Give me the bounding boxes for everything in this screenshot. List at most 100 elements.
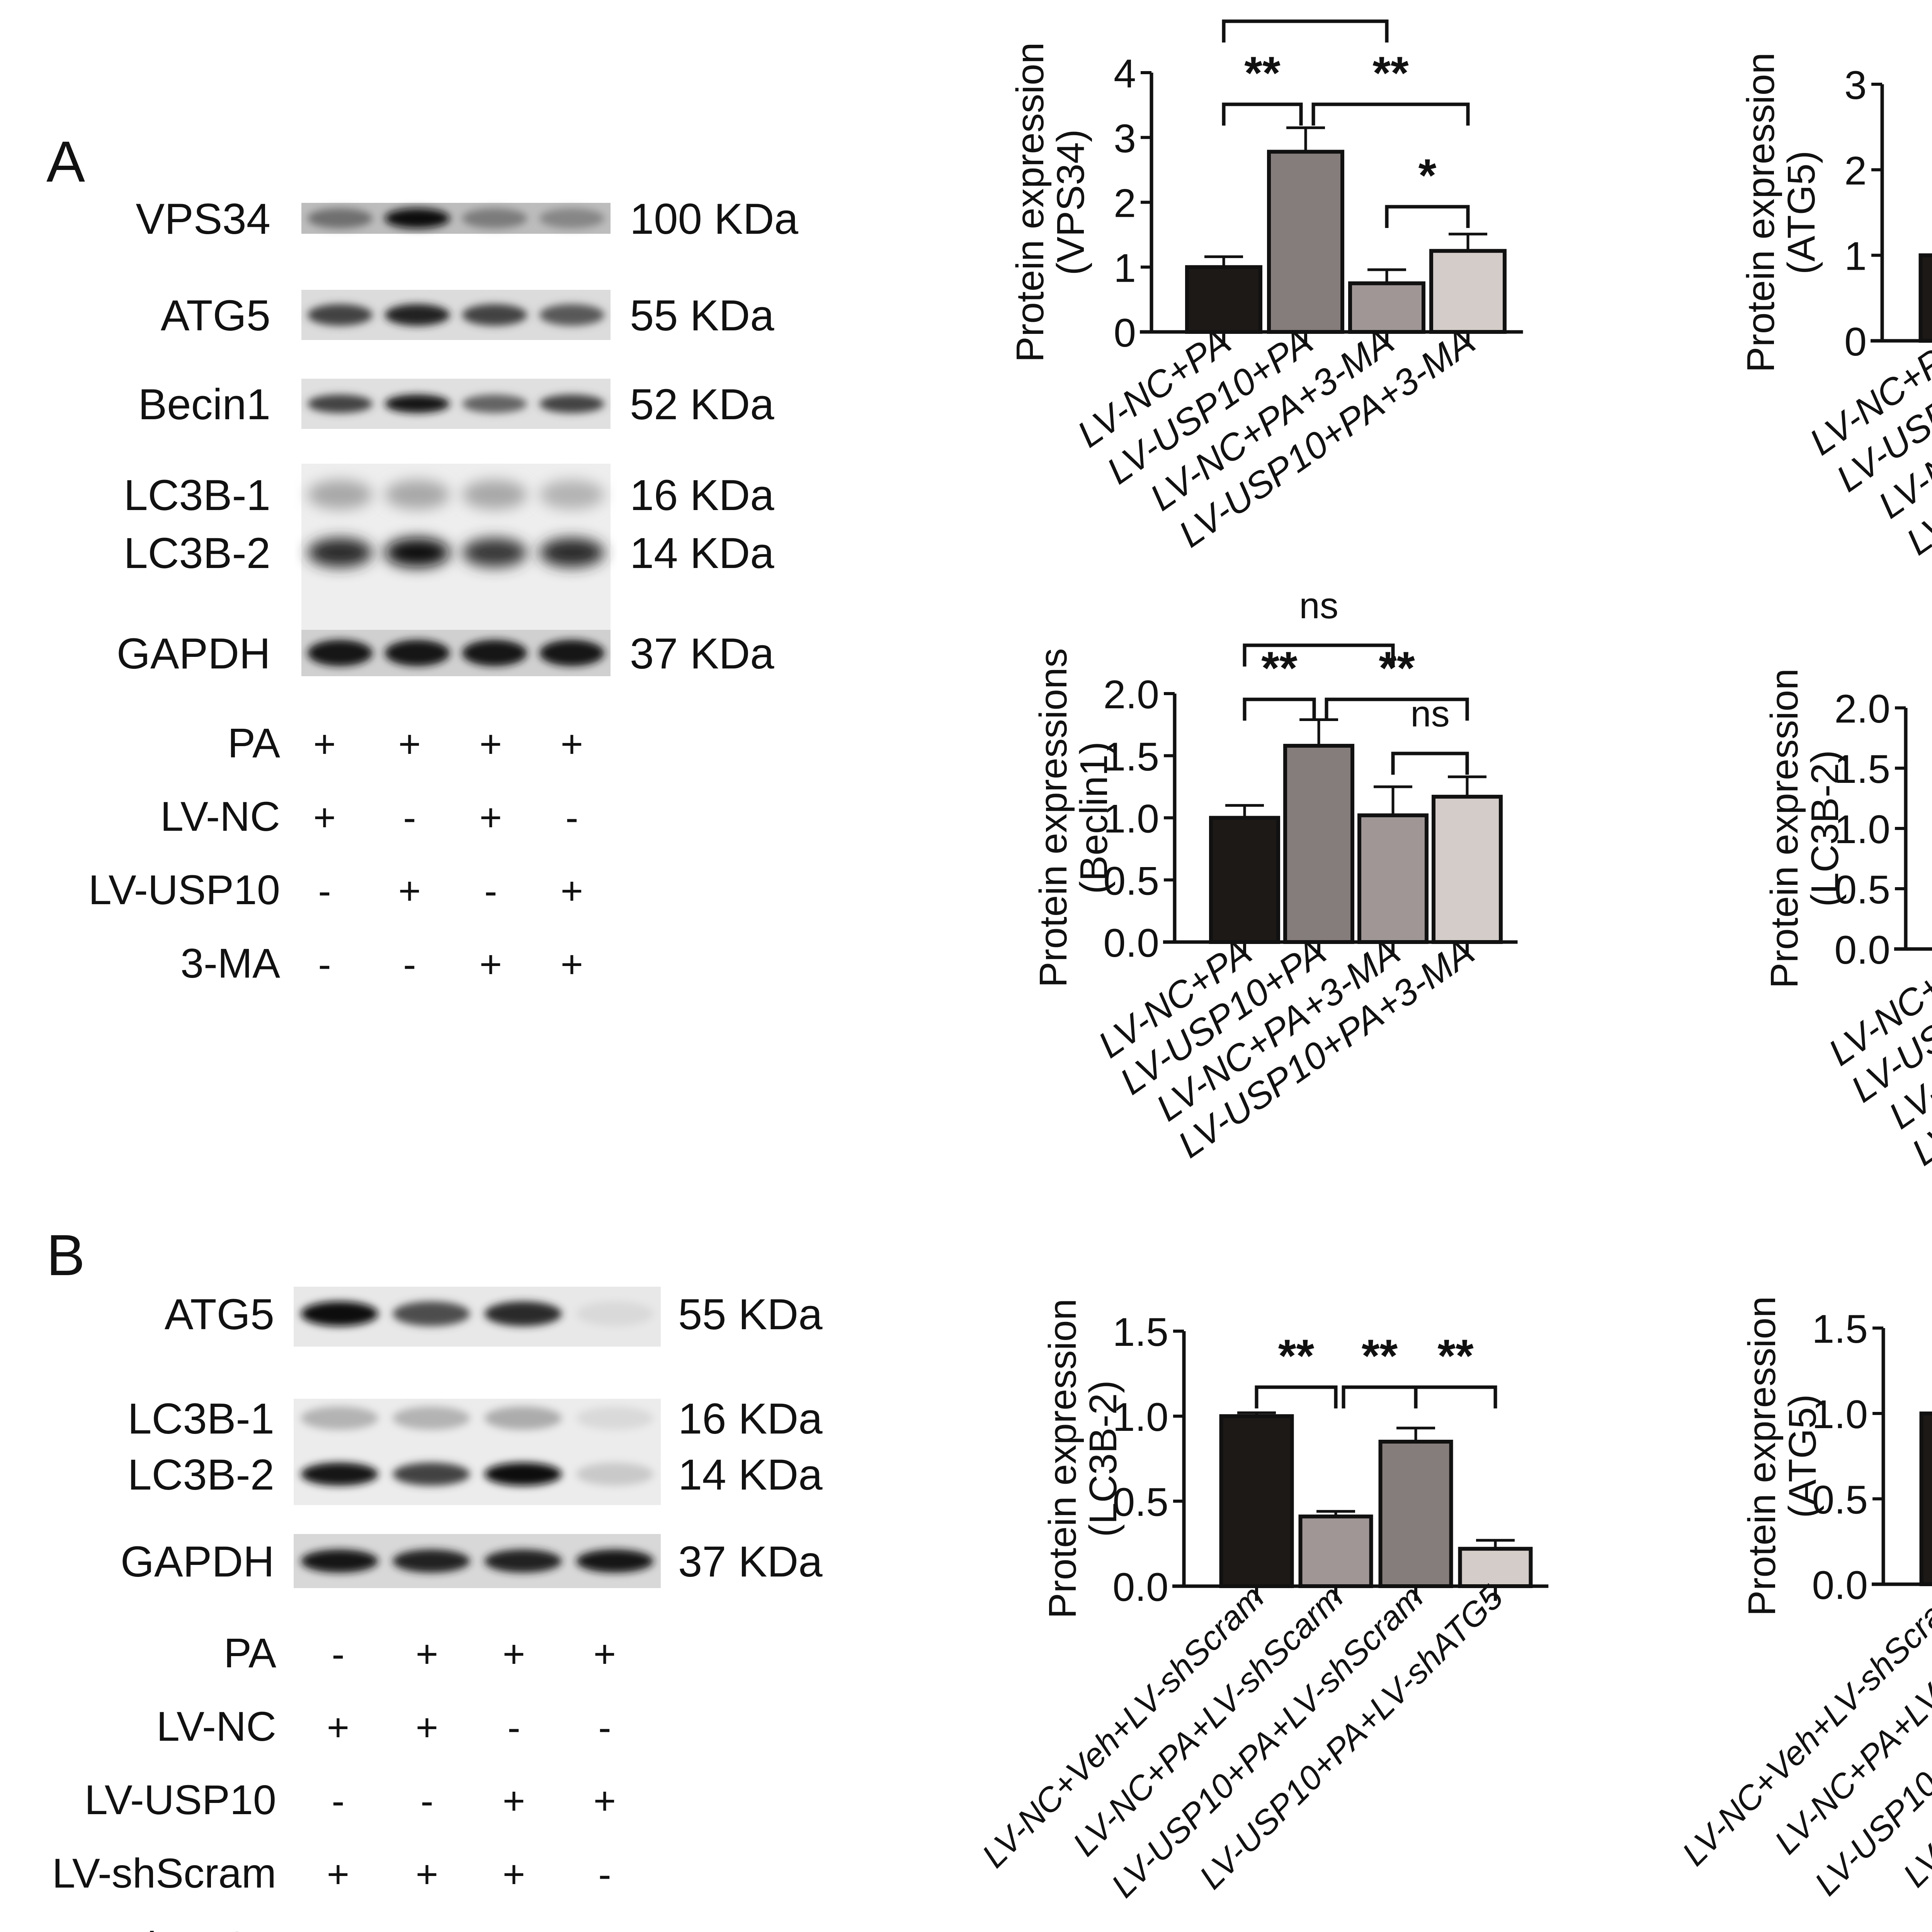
treatment-label: LV-USP10: [85, 1776, 276, 1823]
significance-bracket: [1255, 1385, 1338, 1408]
y-tick-label: 0.0: [1812, 1563, 1868, 1608]
y-tick-label: 1.0: [1112, 1395, 1168, 1440]
blot-band: [462, 480, 527, 509]
panel-letter-a: A: [46, 129, 85, 194]
significance-bracket: [1325, 697, 1469, 721]
y-tick-label: 3: [1114, 116, 1136, 161]
y-tick-label: 0.5: [1103, 859, 1159, 903]
significance-stars: **: [1372, 47, 1409, 99]
blot-kda-label: 14 KDa: [630, 529, 774, 577]
panel-b-treatment-table: PA - + + + LV-NC + + - - LV-USP10 - - + + LV-shScram + + +…: [52, 1629, 616, 1932]
blot-band: [539, 395, 605, 413]
significance-bracket: [1342, 1385, 1418, 1408]
x-category-label: LV-USP10+PA+LV-shScram: [1104, 1578, 1431, 1905]
blot-band: [462, 304, 527, 326]
minus-sign: -: [565, 796, 578, 839]
treatment-label: LV-USP10: [88, 866, 280, 913]
treatment-label: PA: [224, 1629, 276, 1676]
blot-band: [301, 1549, 378, 1573]
blot-protein-label: LC3B-1: [128, 1395, 274, 1443]
y-tick-label: 2: [1844, 148, 1867, 193]
blot-band: [307, 538, 373, 567]
blot-band: [393, 1549, 470, 1573]
significance-stars: **: [1379, 642, 1415, 694]
blot-band: [576, 1549, 654, 1573]
plus-sign: +: [561, 869, 583, 913]
bar: [1267, 150, 1344, 334]
panel-letter-b: B: [46, 1223, 85, 1287]
plus-sign: +: [594, 1633, 616, 1676]
blot-band: [307, 304, 373, 326]
blot-protein-label: LC3B-1: [124, 471, 270, 519]
bar: [1348, 281, 1425, 334]
significance-stars: **: [1437, 1330, 1474, 1382]
plus-sign: +: [503, 1853, 525, 1896]
minus-sign: -: [332, 1779, 344, 1823]
minus-sign: -: [420, 1779, 433, 1823]
blot-band: [393, 1301, 470, 1326]
minus-sign: -: [318, 943, 331, 986]
plus-sign: +: [480, 796, 502, 839]
blot-band: [307, 480, 373, 509]
blot-band: [307, 395, 373, 413]
y-tick-label: 2.0: [1834, 687, 1890, 731]
blot-protein-label: LC3B-2: [128, 1451, 274, 1499]
y-axis-title: Protein expressions(Beclin1): [1032, 648, 1116, 987]
y-tick-label: 1.5: [1112, 1310, 1168, 1355]
minus-sign: -: [332, 1926, 344, 1932]
minus-sign: -: [507, 1926, 520, 1932]
y-tick-label: 1.5: [1103, 735, 1159, 779]
minus-sign: -: [484, 869, 497, 913]
blot-band: [384, 480, 450, 509]
blot-protein-label: ATG5: [165, 1290, 274, 1338]
bar: [1458, 1547, 1533, 1588]
blot-band: [576, 1463, 654, 1486]
significance-stars: **: [1244, 47, 1281, 99]
y-tick-label: 2: [1114, 181, 1136, 226]
bar: [1219, 1414, 1294, 1588]
ns-label: ns: [1410, 693, 1449, 735]
y-tick-label: 3: [1844, 63, 1867, 108]
y-axis-title: Protein expression(LC3B-2): [1763, 668, 1847, 988]
plus-sign: +: [503, 1779, 525, 1823]
significance-bracket: [1243, 643, 1395, 667]
blot-kda-label: 16 KDa: [630, 471, 774, 519]
plus-sign: +: [398, 869, 421, 913]
bar: [1357, 813, 1429, 944]
y-tick-label: 0.5: [1812, 1478, 1868, 1522]
minus-sign: -: [598, 1706, 611, 1749]
y-tick-label: 1.0: [1812, 1392, 1868, 1437]
y-tick-label: 1.0: [1834, 807, 1890, 852]
minus-sign: -: [403, 943, 416, 986]
blot-band: [462, 538, 527, 567]
plus-sign: +: [313, 796, 336, 839]
blot-band: [301, 1463, 378, 1486]
minus-sign: -: [598, 1853, 611, 1896]
blot-band: [576, 1406, 654, 1430]
y-axis-title: Protein expression(ATG5): [1739, 53, 1823, 372]
plus-sign: +: [398, 723, 421, 766]
plus-sign: +: [327, 1706, 349, 1749]
plus-sign: +: [594, 1779, 616, 1823]
bar: [1209, 816, 1280, 944]
bar: [1919, 1412, 1932, 1586]
blot-band: [484, 1463, 562, 1486]
minus-sign: -: [318, 869, 331, 913]
blot-band: [384, 640, 450, 666]
blot-band: [384, 538, 450, 567]
significance-bracket: [1311, 102, 1470, 126]
treatment-label: LV-NC: [156, 1703, 276, 1750]
y-tick-label: 0.0: [1103, 921, 1159, 966]
y-tick-label: 1.5: [1812, 1307, 1868, 1352]
blot-kda-label: 16 KDa: [678, 1395, 823, 1443]
blot-band: [384, 395, 450, 413]
y-tick-label: 1: [1844, 234, 1867, 279]
significance-bracket: [1222, 19, 1389, 43]
y-tick-label: 0.5: [1112, 1480, 1168, 1525]
blot-band: [307, 640, 373, 666]
significance-stars: *: [1418, 150, 1437, 201]
blot-kda-label: 55 KDa: [678, 1290, 823, 1338]
